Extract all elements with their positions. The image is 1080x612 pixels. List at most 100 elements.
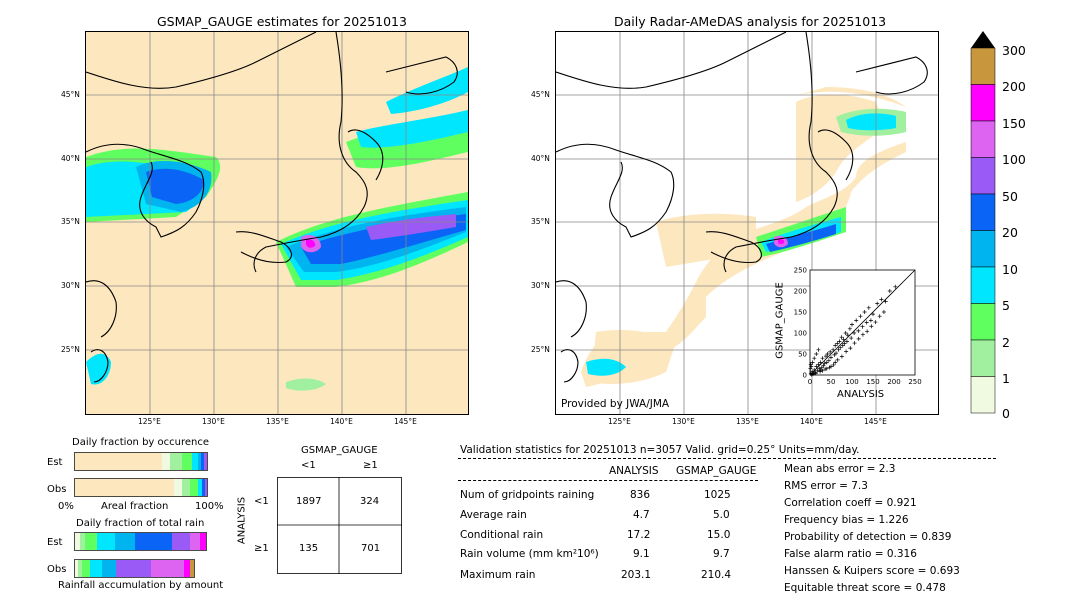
score-line: False alarm ratio = 0.316 xyxy=(784,548,917,560)
scatter-point xyxy=(814,364,819,369)
colorbar-label: 150 xyxy=(1002,116,1026,131)
right-lat-label: 25°N xyxy=(531,345,550,354)
scatter-point xyxy=(865,329,870,334)
validation-row-gsmap: 210.4 xyxy=(701,569,732,581)
occurrence-obs-segment xyxy=(198,479,202,496)
scatter-ytick: 150 xyxy=(794,309,807,317)
rain-est-label: Est xyxy=(47,537,63,548)
scatter-point xyxy=(860,332,865,337)
scatter-point xyxy=(808,362,813,367)
score-line: RMS error = 7.3 xyxy=(784,480,868,492)
right-lat-label: 45°N xyxy=(531,90,550,99)
rain-fraction-chart xyxy=(74,532,207,578)
occurrence-obs-segment xyxy=(202,479,205,496)
scatter-point xyxy=(831,347,836,352)
occurrence-est-segment xyxy=(198,453,201,470)
scatter-point xyxy=(826,358,831,363)
left-map-field xyxy=(86,32,468,414)
scatter-point xyxy=(827,365,832,370)
left-lat-label: 30°N xyxy=(61,281,80,290)
scatter-point xyxy=(812,367,817,372)
occurrence-est-segment xyxy=(170,453,182,470)
scatter-point xyxy=(835,341,840,346)
right-map-title: Daily Radar-AMeDAS analysis for 20251013 xyxy=(614,14,887,29)
contingency-col-ge1: ≥1 xyxy=(363,460,378,471)
occurrence-est-segment xyxy=(204,453,207,470)
scatter-xtick: 50 xyxy=(827,378,836,386)
right-lon-label: 130°E xyxy=(672,417,695,426)
scatter-point xyxy=(815,368,820,373)
occurrence-xtick-0: 0% xyxy=(58,501,74,512)
scatter-point xyxy=(862,310,867,314)
scatter-point xyxy=(842,341,847,346)
scatter-point xyxy=(860,324,865,329)
scatter-point xyxy=(834,351,839,356)
colorbar-segment xyxy=(970,84,996,122)
validation-col-gsmap: GSMAP_GAUGE xyxy=(676,465,757,477)
scatter-point xyxy=(838,345,843,350)
scatter-point xyxy=(823,354,828,359)
scatter-point xyxy=(833,343,838,348)
validation-row-gsmap: 15.0 xyxy=(707,529,731,541)
data-credit: Provided by JWA/JMA xyxy=(561,398,670,410)
scatter-point xyxy=(881,310,886,314)
occurrence-est-segment xyxy=(162,453,170,470)
scatter-point xyxy=(893,284,898,289)
score-line: Mean abs error = 2.3 xyxy=(784,463,896,475)
scatter-point xyxy=(839,354,844,359)
scatter-point xyxy=(829,355,833,360)
scatter-point xyxy=(839,335,844,340)
occurrence-obs-segment xyxy=(182,479,190,496)
scatter-point xyxy=(879,297,884,302)
colorbar-segment xyxy=(970,193,996,231)
validation-header-rule xyxy=(458,458,996,459)
scatter-ylabel: GSMAP_GAUGE xyxy=(774,282,786,359)
validation-row-analysis: 203.1 xyxy=(621,569,652,581)
scatter-point xyxy=(833,360,838,365)
left-lon-label: 145°E xyxy=(394,417,417,426)
scatter-point xyxy=(856,336,861,341)
colorbar-segment xyxy=(970,303,996,341)
scatter-xtick: 250 xyxy=(908,378,921,386)
scatter-point xyxy=(848,346,853,351)
scatter-point xyxy=(871,312,875,317)
scatter-point xyxy=(849,336,854,341)
colorbar-label: 100 xyxy=(1002,152,1026,167)
scatter-point xyxy=(837,339,842,344)
right-lon-label: 125°E xyxy=(608,417,631,426)
colorbar-label: 2 xyxy=(1002,335,1010,350)
validation-row-analysis: 9.1 xyxy=(633,548,650,560)
scatter-point xyxy=(868,318,873,323)
colorbar-segment xyxy=(970,120,996,158)
occurrence-chart xyxy=(74,452,208,497)
scatter-ytick: 50 xyxy=(798,351,807,359)
colorbar-label: 50 xyxy=(1002,189,1018,204)
scatter-point xyxy=(883,299,888,304)
contingency-cell: 1897 xyxy=(296,496,322,507)
validation-row-label: Rain volume (mm km²10⁶) xyxy=(460,548,599,560)
colorbar-segment xyxy=(970,376,996,414)
left-lat-label: 35°N xyxy=(61,217,80,226)
colorbar-segment xyxy=(970,266,996,304)
scatter-point xyxy=(821,363,826,368)
score-line: Equitable threat score = 0.478 xyxy=(784,582,946,594)
right-lat-label: 35°N xyxy=(531,217,550,226)
validation-row-analysis: 4.7 xyxy=(633,509,650,521)
left-map xyxy=(85,31,469,415)
scatter-point xyxy=(831,362,836,367)
scatter-point xyxy=(824,360,829,365)
occurrence-chart-title: Daily fraction by occurence xyxy=(72,437,210,448)
scatter-point xyxy=(869,324,874,329)
occurrence-est-label: Est xyxy=(47,457,63,468)
scatter-point xyxy=(820,356,825,361)
validation-header: Validation statistics for 20251013 n=305… xyxy=(460,444,860,456)
scatter-point xyxy=(877,314,882,319)
right-map-field xyxy=(556,32,938,414)
scatter-point xyxy=(828,349,833,354)
contingency-col-lt1: <1 xyxy=(301,460,316,471)
colorbar-label: 0 xyxy=(1002,406,1010,421)
scatter-point xyxy=(808,371,813,376)
scatter-point xyxy=(843,331,848,335)
scatter-xlabel: ANALYSIS xyxy=(837,389,885,400)
colorbar-label: 300 xyxy=(1002,43,1026,58)
